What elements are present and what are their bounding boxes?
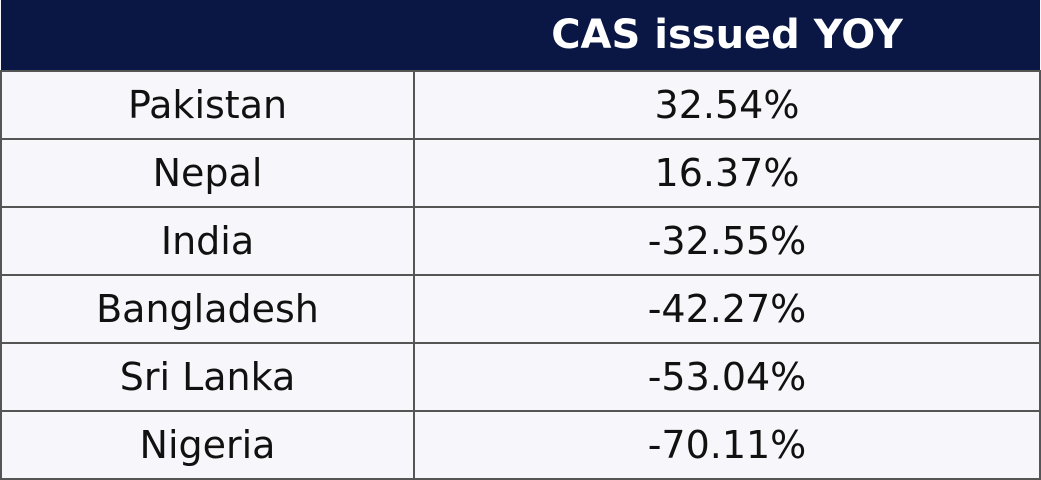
value-cell: -32.55% bbox=[413, 206, 1041, 276]
value-cell: 16.37% bbox=[413, 138, 1041, 208]
value-cell: -42.27% bbox=[413, 274, 1041, 344]
header-cell: CAS issued YOY bbox=[414, 0, 1040, 71]
table-row: Nigeria -70.11% bbox=[0, 410, 1041, 480]
value-cell: 32.54% bbox=[413, 70, 1041, 140]
country-cell: Bangladesh bbox=[0, 274, 415, 344]
header-empty-cell bbox=[1, 0, 414, 71]
country-cell: India bbox=[0, 206, 415, 276]
country-cell: Nigeria bbox=[0, 410, 415, 480]
table-row: Sri Lanka -53.04% bbox=[0, 342, 1041, 412]
country-cell: Pakistan bbox=[0, 70, 415, 140]
country-cell: Nepal bbox=[0, 138, 415, 208]
table-row: India -32.55% bbox=[0, 206, 1041, 276]
table-row: Pakistan 32.54% bbox=[0, 70, 1041, 140]
table-row: Nepal 16.37% bbox=[0, 138, 1041, 208]
country-cell: Sri Lanka bbox=[0, 342, 415, 412]
value-cell: -70.11% bbox=[413, 410, 1041, 480]
value-cell: -53.04% bbox=[413, 342, 1041, 412]
header-row: CAS issued YOY bbox=[1, 0, 1040, 71]
table-body: Pakistan 32.54% Nepal 16.37% India -32.55% Ban… bbox=[0, 70, 1041, 480]
table-row: Bangladesh -42.27% bbox=[0, 274, 1041, 344]
